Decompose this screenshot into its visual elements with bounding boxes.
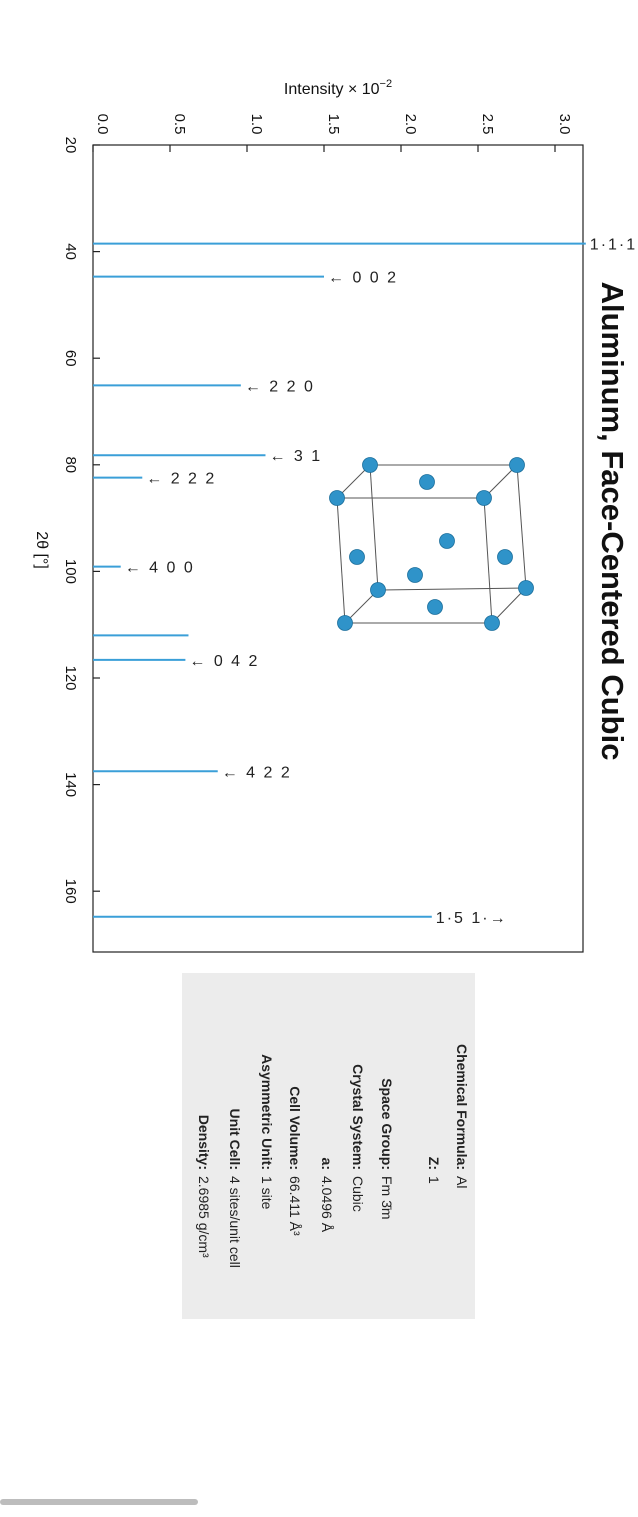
- x-tick-label: 100: [62, 559, 79, 584]
- info-key: Chemical Formula:: [454, 1044, 470, 1170]
- unit-cell-edge: [369, 464, 379, 591]
- x-tick-label: 120: [62, 665, 79, 690]
- unit-cell-edge: [377, 587, 527, 591]
- unit-cell-edge: [483, 497, 493, 624]
- info-key: Unit Cell:: [227, 1109, 243, 1170]
- plot-frame: [92, 144, 584, 953]
- peak-series: 1·1·1·→ ← 0 0 2 ← 2 2 0 ← 3 1 ← 2 2 2 ← 4 0 0…: [93, 237, 638, 927]
- atom: [484, 615, 500, 631]
- atom: [329, 490, 345, 506]
- y-axis-title: Intensity × 10−2: [284, 78, 392, 98]
- horizontal-scrollbar[interactable]: [0, 1499, 198, 1505]
- unit-cell-edge: [336, 497, 346, 624]
- svg-text:Intensity × 10−2: Intensity × 10−2: [284, 78, 392, 98]
- atom: [476, 490, 492, 506]
- unit-cell-edge: [516, 464, 527, 589]
- atom: [419, 474, 435, 490]
- atom: [370, 582, 386, 598]
- x-tick-label: 160: [62, 879, 79, 904]
- axis-ticks: 20 40 60 80 100 120 140 160 0.0 0.5 1.0 1.5 2.0 2.5 3.…: [62, 114, 573, 904]
- atom: [362, 457, 378, 473]
- fcc-unit-cell-illustration: [329, 457, 534, 631]
- atom: [439, 533, 455, 549]
- atom: [337, 615, 353, 631]
- info-value: 1: [426, 1176, 442, 1184]
- x-tick-label: 140: [62, 772, 79, 797]
- y-tick-label: 0.5: [171, 114, 188, 135]
- y-tick-label: 0.0: [94, 114, 111, 135]
- atom: [518, 580, 534, 596]
- y-tick-label: 2.5: [479, 114, 496, 135]
- info-key: Space Group:: [379, 1078, 395, 1170]
- x-tick-label: 80: [62, 456, 79, 473]
- info-key: Density:: [196, 1115, 212, 1170]
- unit-cell-atoms: [329, 457, 534, 631]
- info-panel: [182, 973, 475, 1319]
- info-key: Z:: [426, 1157, 442, 1170]
- x-tick-label: 40: [62, 243, 79, 260]
- peak-label: ← 4 2 2: [222, 764, 292, 781]
- info-key: a:: [319, 1158, 335, 1170]
- chart-title: Aluminum, Face-Centered Cubic: [595, 282, 630, 761]
- peak-label: ← 2 2 2: [146, 471, 216, 488]
- atom: [349, 549, 365, 565]
- info-value: 4.0496 Å: [319, 1176, 335, 1233]
- x-tick-label: 60: [62, 350, 79, 367]
- peak-label: 1·5 1·→: [436, 910, 508, 927]
- y-tick-label: 3.0: [556, 114, 573, 135]
- info-value: 2.6985 g/cm³: [196, 1176, 212, 1258]
- info-rows: Chemical Formula: Al Z: 1 Space Group: Fm 3̄m…: [196, 1044, 470, 1268]
- unit-cell-edges: [336, 464, 527, 624]
- info-key: Cell Volume:: [287, 1086, 303, 1170]
- atom: [427, 599, 443, 615]
- info-key: Asymmetric Unit:: [259, 1054, 275, 1170]
- info-key: Crystal System:: [350, 1064, 366, 1170]
- atom: [509, 457, 525, 473]
- peak-label: ← 0 4 2: [189, 653, 259, 670]
- atom: [497, 549, 513, 565]
- info-value: Cubic: [350, 1176, 366, 1212]
- peak-label: 1·1·1·→: [590, 237, 638, 254]
- y-tick-label: 1.5: [325, 114, 342, 135]
- y-axis-title-text: Intensity × 10: [284, 81, 380, 98]
- info-value: 4 sites/unit cell: [227, 1176, 243, 1268]
- y-axis-title-exponent: −2: [380, 78, 393, 90]
- peak-label: ← 2 2 0: [245, 378, 315, 395]
- peak-label: ← 0 0 2: [328, 270, 398, 287]
- y-tick-label: 1.0: [248, 114, 265, 135]
- y-tick-label: 2.0: [402, 114, 419, 135]
- info-value: 66.411 Å³: [287, 1176, 303, 1236]
- peak-label: ← 3 1: [269, 448, 322, 465]
- x-axis-title: 2θ [°]: [33, 531, 50, 569]
- atom: [407, 567, 423, 583]
- info-value: Al: [454, 1176, 470, 1188]
- peak-label: ← 4 0 0: [125, 560, 195, 577]
- unit-cell-edge: [491, 587, 527, 624]
- info-value: Fm 3̄m: [379, 1176, 395, 1220]
- x-tick-label: 20: [62, 137, 79, 154]
- info-value: 1 site: [259, 1176, 275, 1210]
